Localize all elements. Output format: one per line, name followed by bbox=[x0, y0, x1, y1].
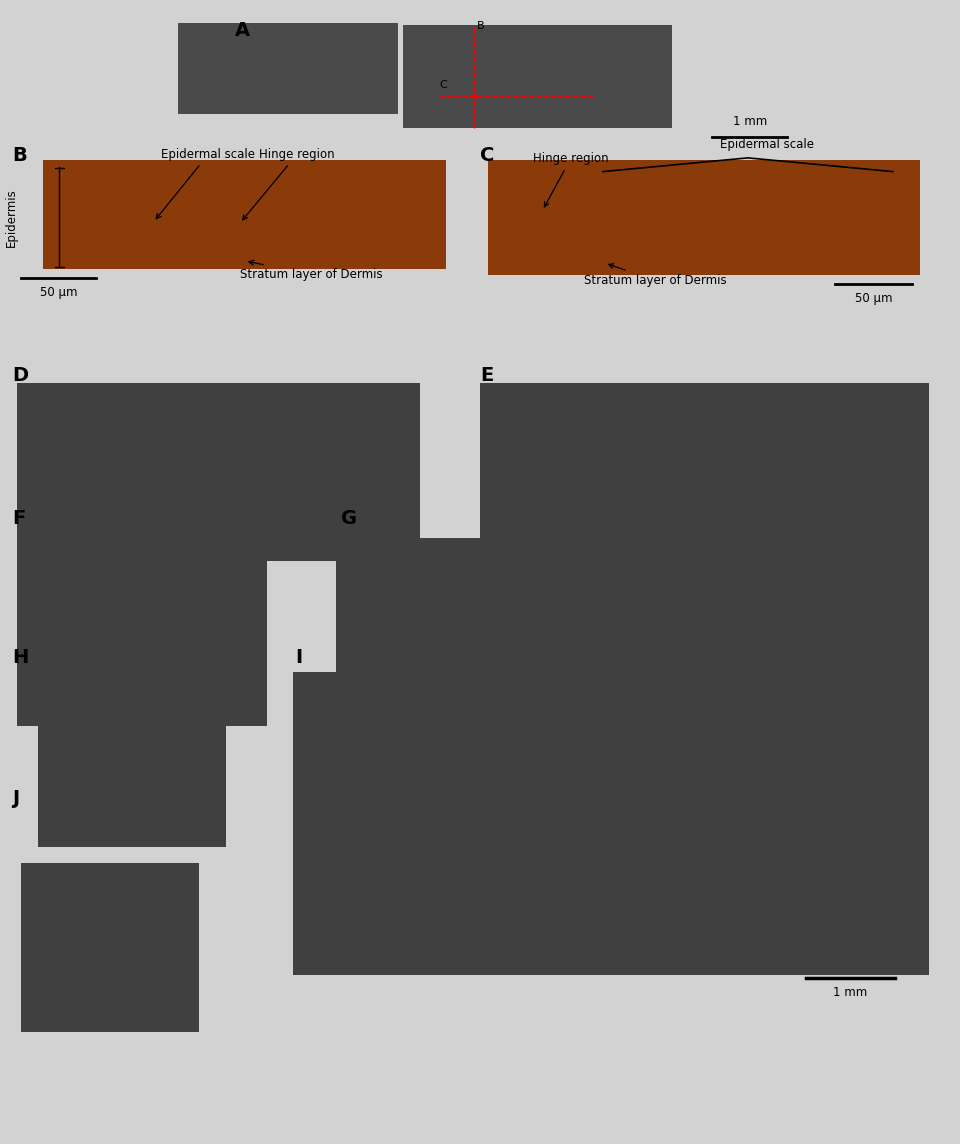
Text: Epidermal scale: Epidermal scale bbox=[156, 148, 255, 219]
Text: D: D bbox=[12, 366, 29, 386]
Bar bbox=[38, 715, 226, 847]
Bar bbox=[403, 25, 672, 128]
Text: Hinge region: Hinge region bbox=[533, 152, 609, 207]
Bar bbox=[17, 532, 267, 726]
Text: Hinge region: Hinge region bbox=[243, 148, 335, 220]
Text: H: H bbox=[12, 648, 29, 667]
Text: E: E bbox=[480, 366, 493, 386]
Bar bbox=[21, 863, 199, 1032]
Text: C: C bbox=[480, 146, 494, 166]
Text: Epidermal scale: Epidermal scale bbox=[720, 138, 814, 151]
Text: C: C bbox=[440, 80, 447, 90]
Bar bbox=[293, 672, 929, 975]
Bar bbox=[488, 160, 920, 275]
Text: B: B bbox=[477, 21, 485, 31]
Text: Stratum layer of Dermis: Stratum layer of Dermis bbox=[584, 264, 727, 287]
Text: B: B bbox=[12, 146, 27, 166]
Text: 1 mm: 1 mm bbox=[833, 986, 868, 999]
Text: Epidermis: Epidermis bbox=[5, 188, 18, 247]
Bar bbox=[17, 383, 420, 561]
Text: F: F bbox=[12, 509, 26, 529]
Bar bbox=[336, 538, 929, 715]
Text: J: J bbox=[12, 789, 19, 809]
Text: 50 μm: 50 μm bbox=[39, 286, 78, 299]
Text: G: G bbox=[341, 509, 357, 529]
Bar bbox=[178, 23, 398, 114]
Text: A: A bbox=[235, 21, 251, 40]
Bar bbox=[480, 383, 929, 561]
Bar bbox=[43, 160, 446, 269]
Text: 1 mm: 1 mm bbox=[732, 116, 767, 128]
Text: Stratum layer of Dermis: Stratum layer of Dermis bbox=[240, 261, 383, 281]
Text: 50 μm: 50 μm bbox=[854, 292, 893, 304]
Text: I: I bbox=[296, 648, 302, 667]
